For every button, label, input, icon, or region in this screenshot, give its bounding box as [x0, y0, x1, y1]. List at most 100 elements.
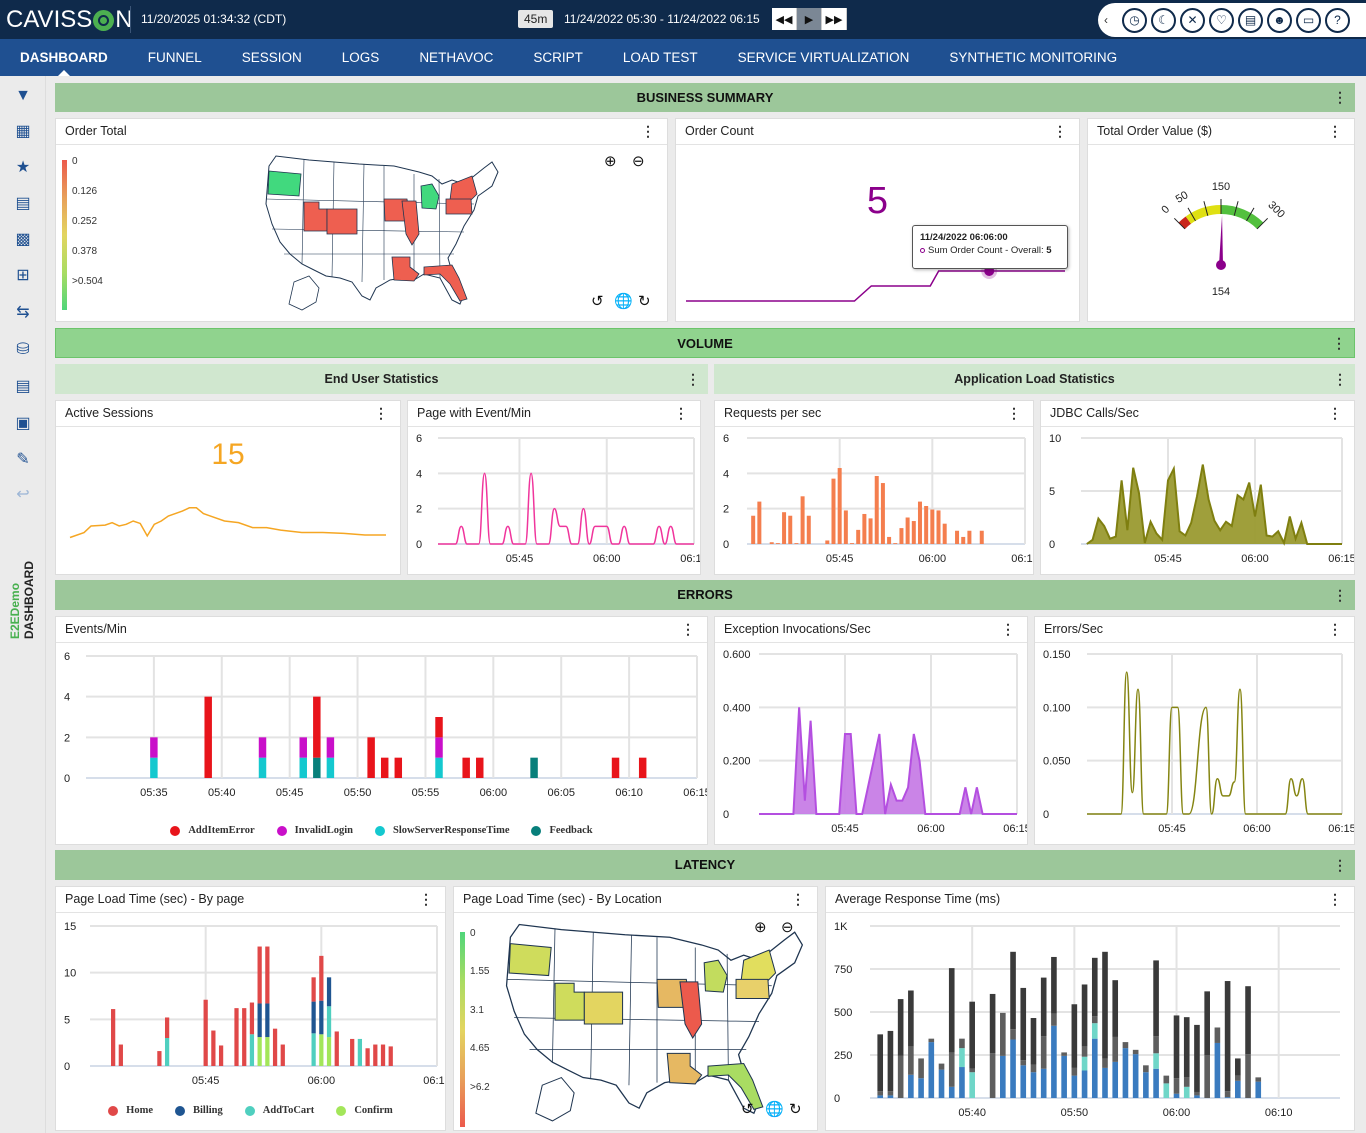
- bar-segment[interactable]: [164, 1017, 170, 1038]
- bar-segment[interactable]: [969, 1001, 975, 1069]
- bar-segment[interactable]: [638, 757, 647, 778]
- legend-item[interactable]: Confirm: [336, 1105, 393, 1116]
- bar-segment[interactable]: [831, 478, 836, 544]
- state-colorado[interactable]: [326, 208, 358, 235]
- bar-segment[interactable]: [326, 1006, 332, 1038]
- bar-segment[interactable]: [794, 543, 799, 544]
- bar-segment[interactable]: [373, 1044, 378, 1066]
- tab-service-virtualization[interactable]: SERVICE VIRTUALIZATION: [737, 50, 910, 65]
- state-alaska[interactable]: [535, 1076, 575, 1122]
- bar-segment[interactable]: [350, 1038, 355, 1066]
- bar-segment[interactable]: [365, 1048, 370, 1066]
- save-icon[interactable]: ▣: [15, 415, 31, 432]
- bar-segment[interactable]: [111, 1009, 116, 1066]
- bar-segment[interactable]: [928, 1042, 935, 1098]
- duration-button[interactable]: 45m: [518, 10, 554, 28]
- bar-segment[interactable]: [1173, 1093, 1180, 1098]
- report-icon[interactable]: ▤: [15, 195, 31, 212]
- bar-segment[interactable]: [856, 529, 861, 544]
- bar-segment[interactable]: [265, 1003, 270, 1038]
- bar-segment[interactable]: [751, 515, 756, 544]
- zoom-out-icon[interactable]: ⊖: [781, 919, 794, 936]
- bar-segment[interactable]: [462, 757, 470, 778]
- bar-segment[interactable]: [877, 1095, 884, 1098]
- state-illinois[interactable]: [401, 200, 420, 246]
- bar-segment[interactable]: [388, 1046, 393, 1066]
- bar-segment[interactable]: [326, 757, 335, 778]
- errors-sec-chart[interactable]: 0 0.050 0.100 0.150 05:45 06:00 06:15: [1035, 644, 1354, 844]
- state-florida[interactable]: [423, 264, 468, 302]
- bar-segment[interactable]: [1214, 1042, 1221, 1098]
- bar-segment[interactable]: [334, 1031, 339, 1066]
- bar-segment[interactable]: [897, 999, 904, 1056]
- bar-segment[interactable]: [979, 530, 984, 544]
- bar-segment[interactable]: [1102, 1058, 1108, 1068]
- bar-segment[interactable]: [326, 977, 332, 1007]
- bar-segment[interactable]: [1020, 987, 1027, 1061]
- bar-segment[interactable]: [959, 1048, 965, 1068]
- menu-icon[interactable]: ⋮: [1333, 371, 1347, 387]
- bar-segment[interactable]: [806, 515, 811, 544]
- bar-segment[interactable]: [530, 757, 538, 778]
- bar-segment[interactable]: [880, 483, 885, 544]
- bar-segment[interactable]: [948, 1086, 955, 1098]
- bar-segment[interactable]: [257, 1037, 262, 1066]
- bar-segment[interactable]: [1030, 1018, 1037, 1065]
- bar-segment[interactable]: [258, 737, 267, 758]
- legend-item[interactable]: Home: [108, 1105, 153, 1116]
- bar-segment[interactable]: [476, 757, 484, 778]
- clock-icon[interactable]: ◷: [1122, 7, 1147, 33]
- bar-segment[interactable]: [1051, 956, 1057, 1014]
- bar-segment[interactable]: [1020, 1060, 1027, 1066]
- tab-session[interactable]: SESSION: [241, 50, 302, 65]
- state-new-york[interactable]: [449, 175, 478, 203]
- bar-segment[interactable]: [1010, 1029, 1016, 1040]
- bar-segment[interactable]: [265, 1037, 270, 1066]
- menu-icon[interactable]: ⋮: [1328, 891, 1342, 907]
- bar-segment[interactable]: [204, 696, 212, 778]
- bar-segment[interactable]: [1204, 991, 1210, 1055]
- menu-icon[interactable]: ⋮: [1007, 405, 1021, 421]
- bar-segment[interactable]: [1102, 1067, 1108, 1098]
- bar-segment[interactable]: [435, 717, 443, 738]
- series-line[interactable]: [69, 507, 386, 539]
- filter-icon[interactable]: ▼: [15, 87, 31, 104]
- bar-segment[interactable]: [850, 543, 855, 544]
- bar-segment[interactable]: [877, 1091, 884, 1096]
- refresh-icon[interactable]: ↻: [638, 293, 651, 310]
- bar-segment[interactable]: [1091, 1023, 1098, 1039]
- jdbc-chart[interactable]: 0 5 10 05:45 06:00 06:15: [1041, 428, 1354, 574]
- user-icon[interactable]: ☻: [1267, 7, 1292, 33]
- tab-logs[interactable]: LOGS: [341, 50, 380, 65]
- monitor-icon[interactable]: ▭: [1296, 7, 1321, 33]
- bar-segment[interactable]: [948, 1052, 955, 1087]
- bar-segment[interactable]: [908, 990, 914, 1047]
- bar-segment[interactable]: [280, 1044, 285, 1066]
- menu-icon[interactable]: ⋮: [674, 405, 688, 421]
- edit-icon[interactable]: ✎: [16, 451, 30, 468]
- bar-segment[interactable]: [924, 506, 929, 544]
- bar-segment[interactable]: [1183, 1077, 1190, 1087]
- help-icon[interactable]: ?: [1325, 7, 1350, 33]
- bar-segment[interactable]: [326, 737, 335, 758]
- bar-segment[interactable]: [218, 1045, 224, 1066]
- bar-segment[interactable]: [1245, 1054, 1251, 1098]
- legend-item[interactable]: Feedback: [531, 825, 593, 836]
- document-icon[interactable]: ▤: [15, 378, 31, 395]
- bar-segment[interactable]: [1132, 1054, 1139, 1098]
- bar-segment[interactable]: [1143, 1072, 1149, 1098]
- bar-segment[interactable]: [1010, 1039, 1016, 1098]
- state-colorado[interactable]: [583, 991, 624, 1025]
- bar-segment[interactable]: [313, 696, 321, 758]
- bar-segment[interactable]: [938, 1063, 945, 1070]
- play-icon[interactable]: ▶: [797, 8, 822, 30]
- bar-segment[interactable]: [1194, 1024, 1200, 1092]
- bar-segment[interactable]: [989, 1053, 996, 1098]
- swap-icon[interactable]: ⇆: [16, 304, 30, 321]
- bar-segment[interactable]: [319, 1034, 324, 1066]
- bar-segment[interactable]: [1235, 1058, 1241, 1076]
- bar-segment[interactable]: [150, 737, 158, 758]
- bar-segment[interactable]: [1122, 1048, 1129, 1098]
- menu-icon[interactable]: ⋮: [1333, 587, 1347, 603]
- legend-item[interactable]: SlowServerResponseTime: [375, 825, 509, 836]
